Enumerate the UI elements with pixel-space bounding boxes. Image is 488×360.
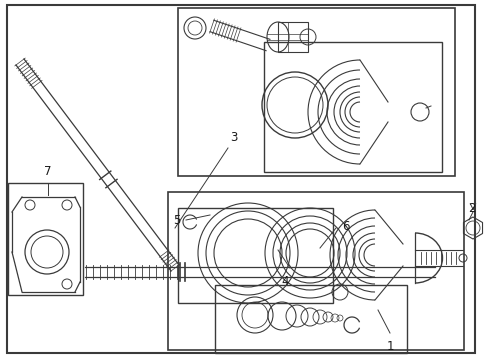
Bar xyxy=(278,22,307,52)
Bar xyxy=(168,192,463,350)
Text: 2: 2 xyxy=(468,202,475,215)
Text: 6: 6 xyxy=(341,220,349,233)
Text: 4: 4 xyxy=(281,275,288,288)
Bar xyxy=(8,183,83,295)
Bar xyxy=(178,208,332,303)
Text: 7: 7 xyxy=(44,165,52,178)
Bar xyxy=(178,8,454,176)
Text: 1: 1 xyxy=(386,340,393,353)
Text: 3: 3 xyxy=(230,131,237,144)
Text: 5: 5 xyxy=(172,213,180,226)
Bar xyxy=(264,42,441,172)
Bar xyxy=(215,285,406,353)
